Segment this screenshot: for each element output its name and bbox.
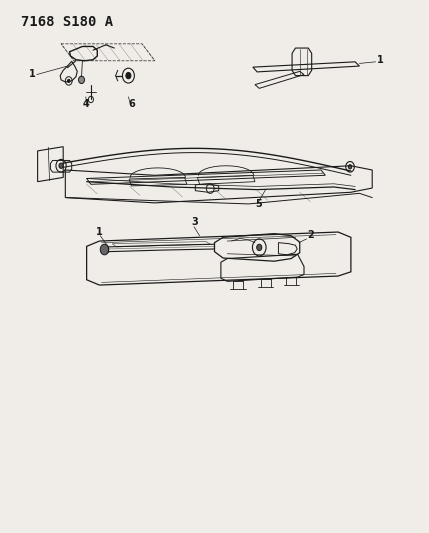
Text: 1: 1 (378, 55, 384, 65)
Circle shape (126, 72, 131, 79)
Text: 1: 1 (97, 227, 103, 237)
Circle shape (348, 165, 352, 169)
Text: 4: 4 (82, 100, 89, 109)
Text: 7168 S180 A: 7168 S180 A (21, 14, 113, 29)
Circle shape (100, 244, 109, 255)
Text: 1: 1 (29, 69, 36, 79)
Text: 2: 2 (308, 230, 314, 240)
Text: 6: 6 (128, 100, 135, 109)
Text: 3: 3 (191, 217, 198, 227)
Circle shape (79, 76, 85, 84)
Text: 5: 5 (255, 199, 262, 208)
Circle shape (67, 79, 70, 83)
Circle shape (59, 163, 63, 168)
Circle shape (257, 244, 262, 251)
